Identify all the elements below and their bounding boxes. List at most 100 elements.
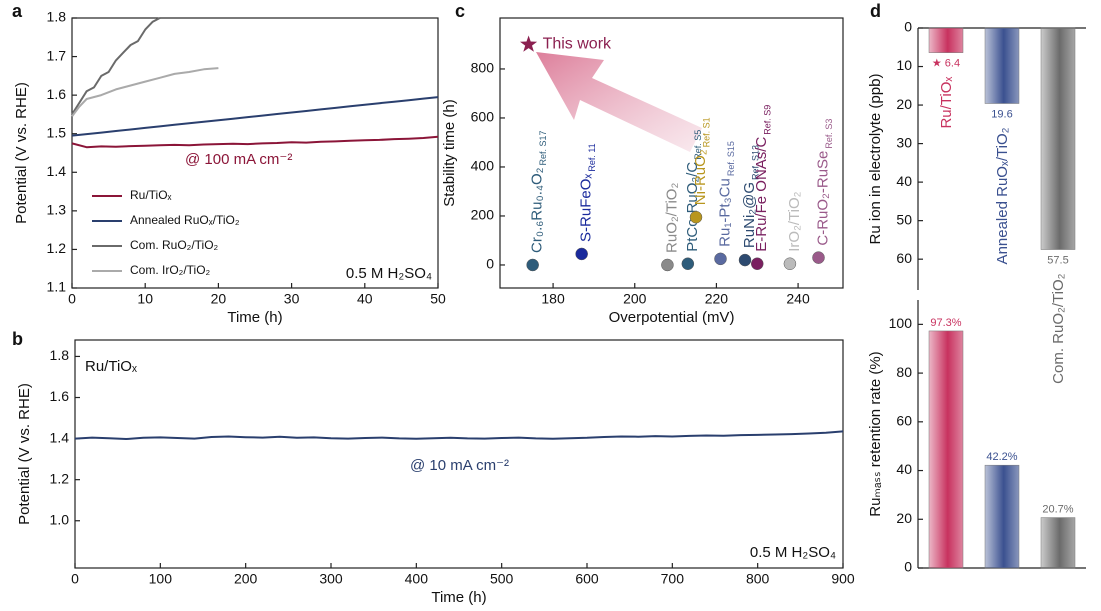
value-label: 19.6 bbox=[991, 108, 1012, 120]
series-line bbox=[74, 430, 844, 440]
point-label: Cr₀.₆Ru₀.₄O₂ bbox=[529, 167, 546, 253]
point-label: RuO₂/TiO₂ bbox=[663, 183, 680, 253]
value-label: ★ 6.4 bbox=[932, 58, 960, 70]
scatter-point bbox=[738, 253, 752, 267]
y-tick-label: 800 bbox=[471, 60, 495, 76]
y-tick-label: 1.6 bbox=[47, 86, 67, 102]
x-tick-label: 800 bbox=[746, 571, 770, 587]
point-label: C-RuO₂-RuSe bbox=[814, 151, 831, 246]
value-label: 97.3% bbox=[930, 317, 961, 329]
x-tick-label: 240 bbox=[786, 291, 810, 307]
scatter-point bbox=[526, 258, 539, 272]
x-tick-label: 40 bbox=[357, 291, 373, 307]
y-tick-label: 400 bbox=[471, 158, 495, 174]
x-tick-label: 50 bbox=[430, 291, 446, 307]
legend-label: Com. IrO₂/TiO₂ bbox=[130, 263, 211, 277]
scatter-point bbox=[681, 257, 695, 270]
bar bbox=[928, 330, 964, 569]
y-tick-label: 0 bbox=[904, 19, 912, 35]
y-tick-label: 60 bbox=[896, 250, 912, 266]
x-tick-label: 10 bbox=[137, 291, 153, 307]
category-label: Annealed RuOₓ/TiO₂ bbox=[994, 127, 1011, 264]
scatter-point bbox=[689, 210, 703, 224]
y-tick-label: 60 bbox=[896, 413, 912, 429]
point-label: E-Ru/Fe ONAs/C bbox=[753, 137, 770, 252]
category-label: Ru/TiOₓ bbox=[938, 77, 955, 129]
y-tick-label: 100 bbox=[889, 315, 913, 331]
y-tick-label: 10 bbox=[896, 57, 912, 73]
scatter-point bbox=[783, 257, 797, 270]
y-tick-label: 30 bbox=[896, 134, 912, 150]
annotation: 0.5 M H₂SO₄ bbox=[750, 544, 836, 561]
plot-frame bbox=[499, 17, 844, 289]
annotation: 0.5 M H₂SO₄ bbox=[346, 265, 432, 282]
y-tick-label: 40 bbox=[896, 461, 912, 477]
y-tick-label: 1.2 bbox=[50, 470, 70, 486]
bar bbox=[1040, 27, 1076, 250]
y-tick-label: 1.5 bbox=[47, 124, 67, 140]
point-label: Ru₁-Pt₃Cu bbox=[716, 178, 733, 247]
y-tick-label: 80 bbox=[896, 364, 912, 380]
scatter-point bbox=[575, 247, 588, 261]
point-label: S-RuFeOₓ bbox=[578, 174, 595, 242]
y-tick-label: 1.7 bbox=[47, 47, 67, 63]
reference-label: Ref. S13 bbox=[750, 145, 760, 180]
point-label: Ni-RuO₂ bbox=[692, 149, 709, 205]
series-line bbox=[71, 67, 219, 118]
x-tick-label: 200 bbox=[234, 571, 258, 587]
bar bbox=[984, 27, 1020, 104]
x-axis-title: Time (h) bbox=[431, 589, 486, 606]
y-axis-title: Potential (V vs. RHE) bbox=[13, 82, 30, 224]
category-label: Com. RuO₂/TiO₂ bbox=[1050, 273, 1067, 383]
y-tick-label: 200 bbox=[471, 207, 495, 223]
reference-label: Ref. S3 bbox=[824, 119, 834, 149]
y-tick-label: 20 bbox=[896, 96, 912, 112]
x-tick-label: 0 bbox=[68, 291, 76, 307]
x-tick-label: 400 bbox=[405, 571, 429, 587]
x-tick-label: 180 bbox=[541, 291, 565, 307]
legend-label: Ru/TiOₓ bbox=[130, 188, 172, 202]
x-axis-title: Time (h) bbox=[227, 309, 282, 326]
bar bbox=[1040, 517, 1076, 569]
y-tick-label: 1.0 bbox=[50, 511, 70, 527]
y-tick-label: 1.8 bbox=[50, 347, 70, 363]
y-axis-title: Ru ion in electrolyte (ppb) bbox=[867, 74, 884, 245]
y-tick-label: 40 bbox=[896, 173, 912, 189]
x-axis-title: Overpotential (mV) bbox=[609, 309, 735, 326]
y-tick-label: 1.2 bbox=[47, 240, 67, 256]
plot-frame bbox=[74, 339, 844, 569]
bar bbox=[984, 464, 1020, 569]
highlight-label: This work bbox=[543, 36, 612, 53]
legend-label: Annealed RuOₓ/TiO₂ bbox=[130, 213, 240, 227]
y-tick-label: 1.4 bbox=[50, 429, 70, 445]
x-tick-label: 500 bbox=[490, 571, 514, 587]
point-label: PtCo-RuO₂/C bbox=[684, 162, 701, 252]
reference-label: Ref. S17 bbox=[538, 130, 548, 165]
reference-label: Ref. S1 bbox=[701, 117, 711, 147]
point-label: RuNi₂@G bbox=[741, 182, 758, 248]
plot-frame bbox=[71, 17, 439, 289]
x-tick-label: 200 bbox=[623, 291, 647, 307]
reference-label: Ref. S5 bbox=[693, 130, 703, 160]
y-tick-label: 1.1 bbox=[47, 279, 67, 295]
scatter-point bbox=[714, 252, 727, 266]
highlight-star bbox=[520, 35, 538, 52]
x-tick-label: 900 bbox=[831, 571, 855, 587]
point-label: IrO₂/TiO₂ bbox=[786, 191, 803, 251]
scatter-point bbox=[661, 258, 674, 272]
scatter-point bbox=[812, 251, 825, 264]
series-line bbox=[71, 17, 161, 115]
trend-arrow bbox=[536, 52, 702, 152]
x-tick-label: 0 bbox=[71, 571, 79, 587]
value-label: 57.5 bbox=[1047, 254, 1068, 266]
bar bbox=[928, 27, 964, 53]
reference-label: Ref. 11 bbox=[587, 143, 597, 171]
y-tick-label: 1.8 bbox=[47, 9, 67, 25]
x-tick-label: 220 bbox=[705, 291, 729, 307]
scatter-point bbox=[751, 257, 764, 270]
y-tick-label: 0 bbox=[904, 559, 912, 575]
y-axis-title: Potential (V vs. RHE) bbox=[16, 383, 33, 525]
y-tick-label: 0 bbox=[486, 256, 494, 272]
panel-label: d bbox=[870, 1, 881, 21]
y-tick-label: 20 bbox=[896, 510, 912, 526]
